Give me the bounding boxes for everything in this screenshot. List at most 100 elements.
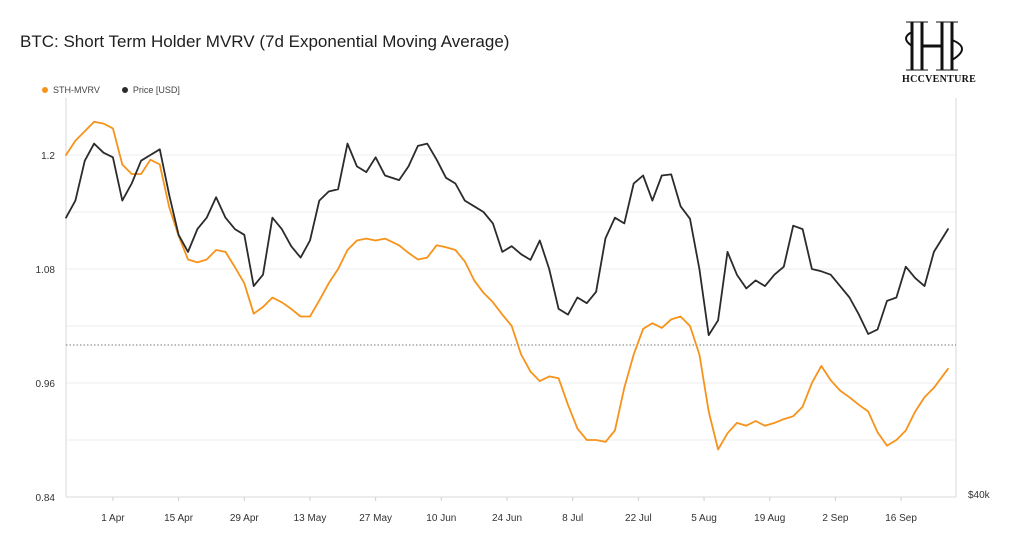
logo-text: HCCVENTURE xyxy=(902,74,977,85)
price-point xyxy=(455,183,456,184)
sth-mvrv-point xyxy=(755,420,756,421)
price-point xyxy=(483,211,484,212)
price-point xyxy=(764,286,765,287)
price-point xyxy=(216,197,217,198)
price-point xyxy=(793,225,794,226)
price-point xyxy=(141,160,142,161)
sth-mvrv-point xyxy=(605,441,606,442)
sth-mvrv-point xyxy=(399,245,400,246)
price-point xyxy=(474,206,475,207)
sth-mvrv-point xyxy=(549,376,550,377)
sth-mvrv-point xyxy=(511,325,512,326)
price-point xyxy=(309,240,310,241)
sth-mvrv-point xyxy=(840,390,841,391)
price-point xyxy=(947,229,948,230)
price-point xyxy=(689,218,690,219)
sth-mvrv-point xyxy=(474,280,475,281)
sth-mvrv-point xyxy=(309,316,310,317)
sth-mvrv-point xyxy=(375,240,376,241)
price-point xyxy=(206,217,207,218)
price-point xyxy=(614,217,615,218)
legend-item-price[interactable]: Price [USD] xyxy=(121,85,180,95)
price-point xyxy=(225,217,226,218)
price-point xyxy=(445,177,446,178)
chart-legend: STH-MVRV Price [USD] xyxy=(42,85,180,95)
price-point xyxy=(680,206,681,207)
sth-mvrv-point xyxy=(886,445,887,446)
price-point xyxy=(915,278,916,279)
price-point xyxy=(492,223,493,224)
price-point xyxy=(830,274,831,275)
sth-mvrv-point xyxy=(103,123,104,124)
sth-mvrv-point xyxy=(319,300,320,301)
sth-mvrv-point xyxy=(633,354,634,355)
y-tick-label: 1.2 xyxy=(41,151,55,162)
price-point xyxy=(605,238,606,239)
price-point xyxy=(427,143,428,144)
x-tick-label: 29 Apr xyxy=(230,513,260,524)
sth-mvrv-point xyxy=(159,164,160,165)
price-point xyxy=(577,297,578,298)
sth-mvrv-point xyxy=(947,368,948,369)
price-point xyxy=(783,266,784,267)
sth-mvrv-point xyxy=(445,247,446,248)
price-point xyxy=(319,200,320,201)
x-tick-label: 19 Aug xyxy=(754,513,785,524)
sth-mvrv-point xyxy=(811,382,812,383)
price-point xyxy=(417,145,418,146)
price-point xyxy=(375,157,376,158)
x-tick-label: 16 Sep xyxy=(885,513,917,524)
sth-mvrv-point xyxy=(338,268,339,269)
price-point xyxy=(755,280,756,281)
sth-mvrv-point xyxy=(300,316,301,317)
price-point xyxy=(736,274,737,275)
sth-mvrv-point xyxy=(356,240,357,241)
legend-dot-price xyxy=(121,87,128,93)
y-right-tick-label: $40k xyxy=(968,490,991,501)
x-tick-label: 27 May xyxy=(359,513,392,524)
sth-mvrv-point xyxy=(187,259,188,260)
x-tick-label: 5 Aug xyxy=(691,513,717,524)
price-point xyxy=(933,251,934,252)
price-point xyxy=(122,200,123,201)
price-point xyxy=(384,175,385,176)
sth-mvrv-point xyxy=(150,159,151,160)
price-point xyxy=(511,246,512,247)
sth-mvrv-point xyxy=(764,425,765,426)
price-point xyxy=(244,234,245,235)
sth-mvrv-point xyxy=(802,406,803,407)
price-point xyxy=(300,257,301,258)
sth-mvrv-point xyxy=(699,354,700,355)
price-point xyxy=(886,300,887,301)
price-point xyxy=(131,183,132,184)
price-point xyxy=(699,268,700,269)
sth-mvrv-point xyxy=(774,422,775,423)
price-point xyxy=(94,143,95,144)
sth-mvrv-point xyxy=(868,411,869,412)
price-point xyxy=(253,286,254,287)
sth-mvrv-point xyxy=(924,397,925,398)
price-point xyxy=(530,259,531,260)
legend-item-sth-mvrv[interactable]: STH-MVRV xyxy=(42,85,100,95)
price-point xyxy=(262,274,263,275)
legend-label-price: Price [USD] xyxy=(132,85,180,95)
price-point xyxy=(652,200,653,201)
price-point xyxy=(643,175,644,176)
sth-mvrv-point xyxy=(291,308,292,309)
sth-mvrv-point xyxy=(366,238,367,239)
price-point xyxy=(868,333,869,334)
price-point xyxy=(746,288,747,289)
price-point xyxy=(103,152,104,153)
sth-mvrv-point xyxy=(783,419,784,420)
price-point xyxy=(234,229,235,230)
price-point xyxy=(65,217,66,218)
price-point xyxy=(549,268,550,269)
price-point xyxy=(291,246,292,247)
price-point xyxy=(150,154,151,155)
price-point xyxy=(596,291,597,292)
legend-dot-sth-mvrv xyxy=(42,87,48,93)
sth-mvrv-point xyxy=(436,245,437,246)
sth-mvrv-point xyxy=(849,397,850,398)
price-point xyxy=(169,194,170,195)
sth-mvrv-point xyxy=(94,121,95,122)
